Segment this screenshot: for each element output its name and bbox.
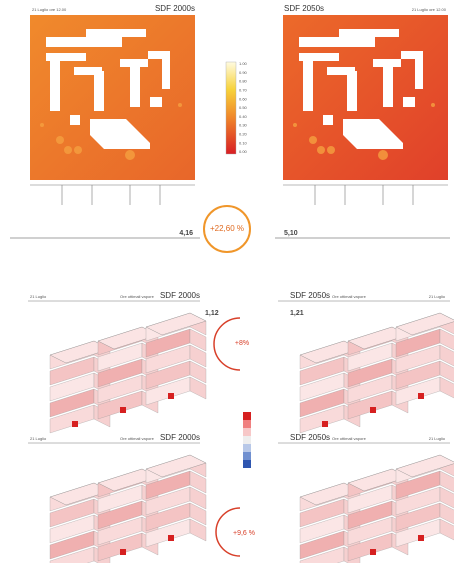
map-right: SDF 2050s 21 Luglio ore 12.00 5,10 (283, 4, 448, 237)
ground-hot (72, 421, 78, 427)
figure: 21 Luglio ore 12.00 SDF 2000s 4,16 SDF 2… (0, 0, 454, 563)
title: SDF 2000s (155, 4, 195, 13)
value: 5,10 (284, 230, 298, 237)
ground-hot (418, 535, 424, 541)
building (50, 313, 206, 433)
building (300, 313, 454, 433)
roof (146, 455, 206, 477)
ground-hot (168, 393, 174, 399)
ground-hot (168, 535, 174, 541)
subtitle: Ore ottimali vapore (332, 436, 367, 441)
caption: 21 Luglio (429, 294, 446, 299)
caption: 21 Luglio (30, 436, 47, 441)
ground-hot (120, 549, 126, 555)
panel-title: SDF 2000s (160, 291, 200, 300)
ground-hot (418, 393, 424, 399)
colorbar-label: 0.30 (239, 123, 248, 128)
change-label: +9,6 % (233, 530, 255, 537)
colorbar-label: 0.00 (239, 149, 248, 154)
colorbar: 1.00 0.90 0.80 0.70 0.60 0.50 0.40 0.30 0.20 0.10… (226, 61, 248, 154)
caption: 21 Luglio (429, 436, 446, 441)
colorbar-label: 0.50 (239, 105, 248, 110)
roof (146, 313, 206, 335)
panel-title: SDF 2050s (290, 291, 330, 300)
caption: 21 Luglio ore 12.00 (32, 7, 67, 12)
colorbar-label: 0.70 (239, 87, 248, 92)
panel-value: 1,21 (290, 310, 304, 317)
colorbar-label: 0.90 (239, 70, 248, 75)
change-label: +22,60 % (210, 224, 244, 233)
change-arcs (214, 318, 240, 556)
colorbar-label: 0.80 (239, 79, 248, 84)
ground-hot (120, 407, 126, 413)
change-badge: +22,60 % (204, 206, 250, 252)
panel-title: SDF 2050s (290, 433, 330, 442)
ground-hot (370, 549, 376, 555)
colorbar-label: 1.00 (239, 61, 248, 66)
ground-hot (322, 421, 328, 427)
colorbar-label: 0.40 (239, 114, 248, 119)
subtitle: Ore ottimali vapore (332, 294, 367, 299)
colorbar-label: 0.20 (239, 131, 248, 136)
value: 4,16 (179, 230, 193, 237)
subtitle: Ore ottimali vapore (120, 436, 155, 441)
building (300, 455, 454, 563)
building-panels: 21 Luglio Ore ottimali vapore SDF 2000s 1,1… (28, 291, 454, 563)
legend (243, 412, 251, 468)
building (50, 455, 206, 563)
caption: 21 Luglio (30, 294, 47, 299)
colorbar-label: 0.10 (239, 140, 248, 145)
subtitle: Ore ottimali vapore (120, 294, 155, 299)
caption: 21 Luglio ore 12.00 (412, 7, 447, 12)
ground-hot (370, 407, 376, 413)
colorbar-label: 0.60 (239, 96, 248, 101)
title: SDF 2050s (284, 4, 324, 13)
map-left: 21 Luglio ore 12.00 SDF 2000s 4,16 (30, 4, 195, 237)
change-label: +8% (235, 340, 249, 347)
panel-title: SDF 2000s (160, 433, 200, 442)
panel-value: 1,12 (205, 310, 219, 317)
